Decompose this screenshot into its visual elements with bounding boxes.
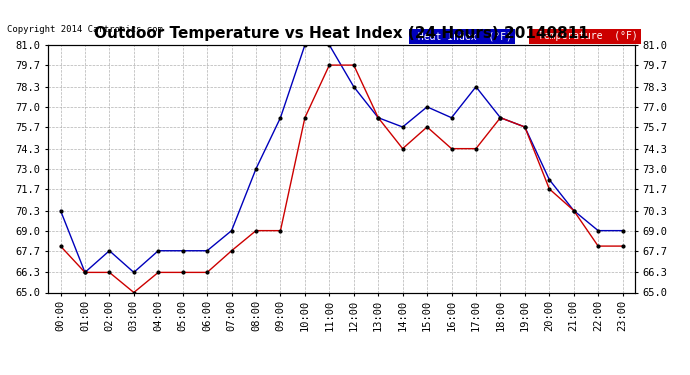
Text: Heat Index  (°F): Heat Index (°F): [412, 32, 512, 41]
Title: Outdoor Temperature vs Heat Index (24 Hours) 20140811: Outdoor Temperature vs Heat Index (24 Ho…: [94, 26, 589, 41]
Text: Copyright 2014 Cartronics.com: Copyright 2014 Cartronics.com: [7, 25, 163, 34]
Text: Temperature  (°F): Temperature (°F): [532, 32, 638, 41]
